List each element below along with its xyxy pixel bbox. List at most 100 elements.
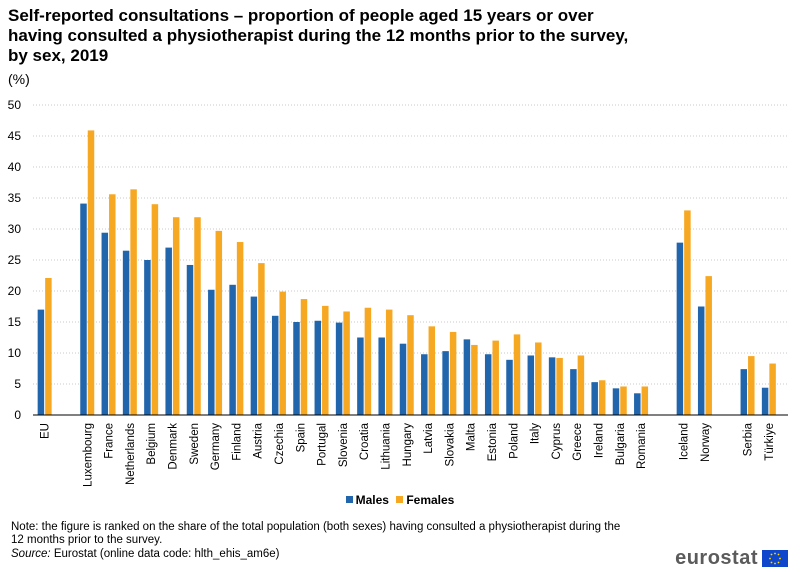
bar-females-iceland <box>684 210 691 415</box>
legend-item-males: Males <box>345 493 389 507</box>
x-tick-label-spain: Spain <box>295 423 307 452</box>
x-tick-label-estonia: Estonia <box>487 422 499 461</box>
bar-males-iceland <box>676 242 684 415</box>
chart-area: 0 5 10 15 20 25 30 35 40 45 50 EU Luxembourg France Ne… <box>8 98 788 487</box>
legend: Males Females <box>0 493 800 507</box>
bar-males-t-rkiye <box>761 387 769 415</box>
eu-flag-icon <box>762 550 788 567</box>
bar-females-cyprus <box>556 357 563 415</box>
bar-females-austria <box>258 263 265 415</box>
bar-males-eu <box>37 309 45 415</box>
x-tick-label-lithuania: Lithuania <box>380 422 392 469</box>
x-tick-label-slovakia: Slovakia <box>444 422 456 466</box>
bar-females-denmark <box>172 217 180 415</box>
bar-females-netherlands <box>130 189 137 415</box>
legend-label-females: Females <box>406 493 455 507</box>
legend-item-females: Females <box>396 493 454 507</box>
x-tick-label-latvia: Latvia <box>423 422 435 453</box>
bar-females-eu <box>45 277 52 415</box>
bar-males-cyprus <box>548 357 556 415</box>
x-tick-label-slovenia: Slovenia <box>338 422 350 467</box>
bar-females-hungary <box>407 315 414 415</box>
bar-males-finland <box>229 284 236 415</box>
bar-females-estonia <box>492 340 499 415</box>
bar-males-netherlands <box>122 250 130 415</box>
chart-note: Note: the figure is ranked on the share … <box>11 521 621 546</box>
bar-females-romania <box>641 386 649 415</box>
chart-title: Self-reported consultations – proportion… <box>8 6 629 65</box>
bar-females-poland <box>513 334 521 415</box>
y-tick-label-10: 10 <box>8 346 22 360</box>
source-text: Eurostat (online data code: hlth_ehis_am… <box>50 548 280 560</box>
x-tick-label-austria: Austria <box>253 422 265 458</box>
x-tick-label-bulgaria: Bulgaria <box>615 422 627 465</box>
x-tick-label-czechia: Czechia <box>274 422 286 464</box>
legend-swatch-females <box>396 496 404 504</box>
bar-males-greece <box>570 369 577 415</box>
legend-swatch-males <box>345 496 353 504</box>
bar-females-norway <box>705 276 712 415</box>
bar-males-malta <box>463 339 471 415</box>
bar-females-sweden <box>194 217 201 415</box>
x-tick-label-norway: Norway <box>700 423 712 462</box>
bar-females-t-rkiye <box>769 363 776 415</box>
y-tick-label-40: 40 <box>8 160 22 174</box>
bar-males-poland <box>506 359 513 415</box>
bar-males-croatia <box>357 337 364 415</box>
bar-females-greece <box>577 355 585 415</box>
x-tick-label-malta: Malta <box>466 422 478 451</box>
bar-males-norway <box>697 306 705 415</box>
bar-females-ireland <box>598 380 606 415</box>
x-tick-label-denmark: Denmark <box>167 423 179 470</box>
x-tick-label-netherlands: Netherlands <box>125 423 137 485</box>
x-tick-label-italy: Italy <box>530 423 542 444</box>
bar-females-belgium <box>151 204 159 415</box>
bar-males-portugal <box>314 320 322 415</box>
bar-females-slovakia <box>449 331 457 415</box>
y-tick-label-25: 25 <box>8 253 22 267</box>
source-label: Source: <box>11 548 51 560</box>
bar-males-germany <box>208 289 215 415</box>
logo-text: eurostat <box>675 547 758 569</box>
bar-females-germany <box>215 230 223 415</box>
x-tick-label-iceland: Iceland <box>679 423 691 460</box>
bar-males-romania <box>634 393 641 415</box>
x-tick-label-france: France <box>104 423 116 459</box>
bar-females-italy <box>535 342 542 415</box>
y-tick-label-50: 50 <box>8 98 22 112</box>
y-tick-label-0: 0 <box>14 408 21 422</box>
x-tick-label-luxembourg: Luxembourg <box>82 423 94 487</box>
bar-males-bulgaria <box>612 388 620 415</box>
bar-females-finland <box>236 242 244 415</box>
bar-males-luxembourg <box>80 203 87 415</box>
y-tick-label-45: 45 <box>8 129 22 143</box>
x-tick-label-croatia: Croatia <box>359 422 371 460</box>
y-tick-label-30: 30 <box>8 222 22 236</box>
x-tick-label-poland: Poland <box>508 423 520 459</box>
bar-females-croatia <box>364 307 372 415</box>
bar-females-latvia <box>428 326 436 415</box>
x-tick-label-greece: Greece <box>572 423 584 461</box>
y-tick-label-35: 35 <box>8 191 22 205</box>
bar-females-france <box>109 194 116 415</box>
bar-males-france <box>101 232 109 415</box>
bar-males-latvia <box>421 354 428 415</box>
x-tick-label-portugal: Portugal <box>317 423 329 466</box>
bar-females-serbia <box>748 356 755 415</box>
y-tick-label-20: 20 <box>8 284 22 298</box>
bar-males-ireland <box>591 382 598 415</box>
bar-males-czechia <box>271 315 279 415</box>
bar-females-lithuania <box>385 309 393 415</box>
x-tick-label-eu: EU <box>40 423 52 439</box>
bar-males-slovakia <box>442 351 449 415</box>
y-tick-label-5: 5 <box>14 377 21 391</box>
bar-males-austria <box>250 296 258 415</box>
bar-males-belgium <box>144 260 151 415</box>
x-tick-label-sweden: Sweden <box>189 423 201 465</box>
legend-label-males: Males <box>355 493 389 507</box>
bar-females-czechia <box>279 291 286 415</box>
x-tick-label-serbia: Serbia <box>743 422 755 456</box>
bar-females-slovenia <box>343 311 350 415</box>
x-tick-label-hungary: Hungary <box>402 423 414 467</box>
bar-males-lithuania <box>378 337 385 415</box>
